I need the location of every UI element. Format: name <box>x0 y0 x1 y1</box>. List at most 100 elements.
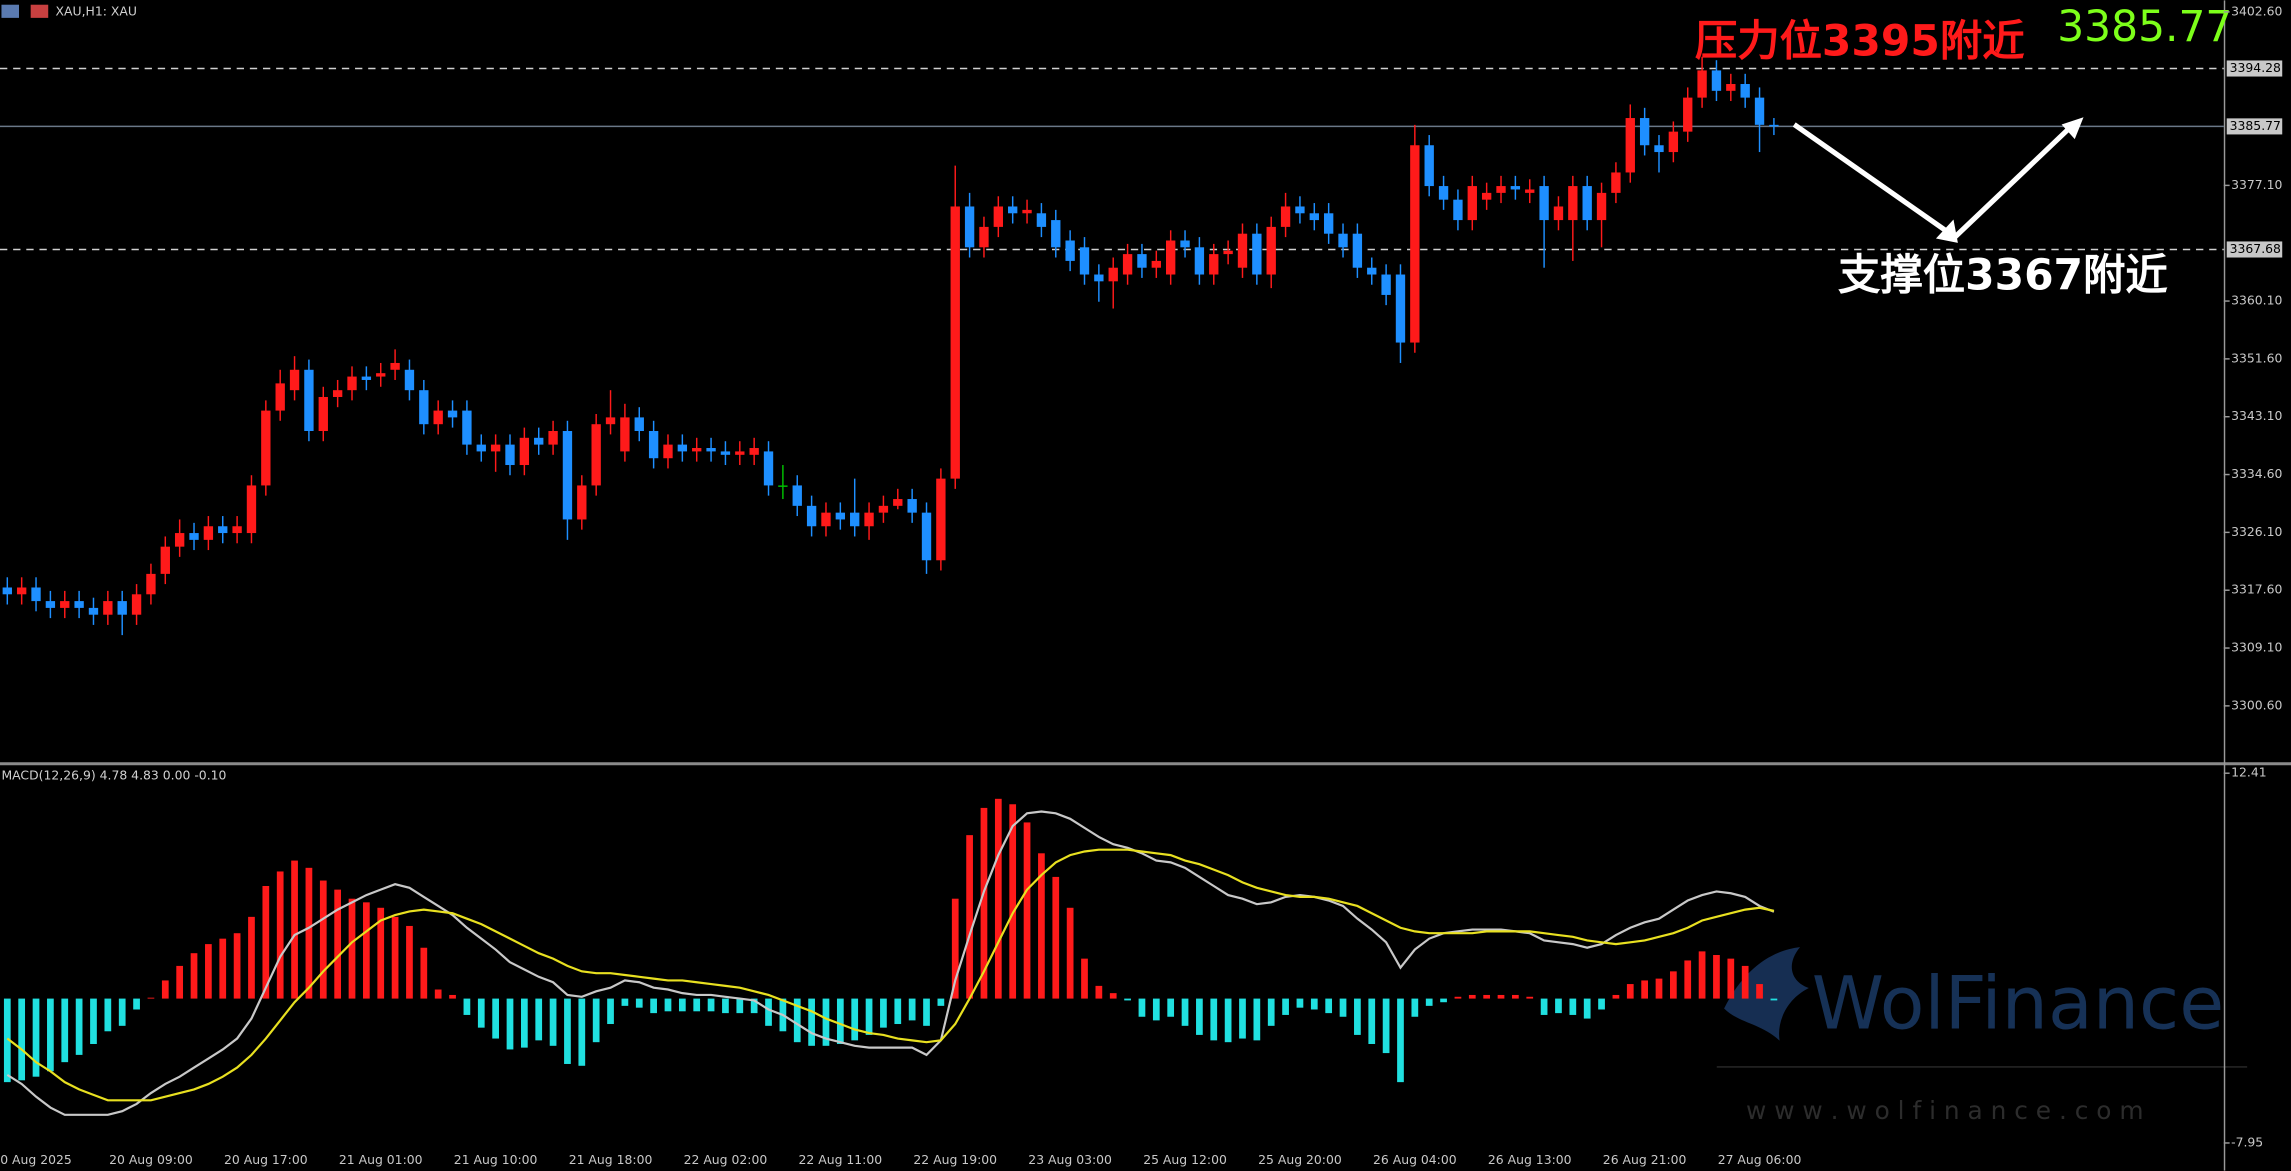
histogram-bar <box>750 998 758 1014</box>
candle-body <box>476 444 486 452</box>
histogram-bar <box>334 889 342 999</box>
histogram-bar <box>276 871 284 999</box>
candle-body <box>332 390 343 397</box>
candle-body <box>1051 220 1061 248</box>
candle-body <box>275 383 285 411</box>
candle-body <box>1266 226 1276 275</box>
chart-title: XAU,H1: XAU <box>56 4 137 19</box>
histogram-bar <box>1770 998 1778 1001</box>
candle-body <box>1625 118 1635 173</box>
histogram-bar <box>1038 853 1045 999</box>
candle-body <box>979 226 989 248</box>
y-tick-label: 3326.10 <box>2231 524 2282 539</box>
y-tick-label: -7.95 <box>2231 1134 2263 1149</box>
candle-body <box>1165 240 1176 275</box>
candle-body <box>1424 145 1434 187</box>
x-tick-label: 22 Aug 11:00 <box>799 1152 883 1167</box>
candle-body <box>447 410 458 418</box>
histogram-bar <box>1354 998 1361 1035</box>
histogram-bar <box>1023 822 1031 999</box>
candle-body <box>419 390 429 425</box>
y-tick-label: 3334.60 <box>2231 466 2282 481</box>
histogram-bar <box>1052 876 1060 999</box>
candle-body <box>88 607 99 615</box>
resistance-note: 压力位3395附近 <box>1695 17 2025 66</box>
candle-body <box>1036 213 1047 227</box>
candle-body <box>1568 186 1578 221</box>
histogram-bar <box>1727 958 1735 999</box>
histogram-bar <box>161 980 169 999</box>
histogram-bar <box>377 907 385 999</box>
candle-body <box>1209 254 1219 275</box>
candle-body <box>203 526 214 540</box>
histogram-bar <box>520 998 528 1048</box>
histogram-bar <box>1512 994 1519 999</box>
histogram-bar <box>607 998 614 1025</box>
histogram-bar <box>1756 984 1763 999</box>
histogram-bar <box>851 998 859 1041</box>
candle-body <box>1726 84 1736 91</box>
candle-body <box>131 594 142 615</box>
x-tick-label: 25 Aug 20:00 <box>1258 1152 1342 1167</box>
histogram-bar <box>1224 998 1232 1043</box>
candle-body <box>31 587 41 602</box>
candle-body <box>1510 186 1521 190</box>
y-tick-label: 3351.60 <box>2231 350 2282 365</box>
indicator-line <box>6 848 1775 1102</box>
histogram-bar <box>621 998 629 1006</box>
y-tick-label: 3309.10 <box>2231 640 2282 655</box>
candle-body <box>1352 233 1363 268</box>
x-tick-label: 22 Aug 19:00 <box>913 1152 997 1167</box>
histogram-bar <box>722 998 729 1014</box>
histogram-bar <box>1095 985 1103 999</box>
candle-body <box>160 546 170 574</box>
histogram-bar <box>104 998 112 1032</box>
candle-body <box>534 437 544 445</box>
indicator-line <box>6 810 1775 1116</box>
candle-body <box>462 410 472 445</box>
candle-body <box>562 431 573 520</box>
histogram-bar <box>923 998 930 1026</box>
candle-body <box>620 417 630 452</box>
histogram-bar <box>1253 998 1261 1041</box>
candle-body <box>261 410 271 486</box>
candle-body <box>1582 186 1592 221</box>
x-tick-label: 26 Aug 04:00 <box>1373 1152 1457 1167</box>
histogram-bar <box>765 998 772 1026</box>
histogram-bar <box>219 938 227 999</box>
histogram-bar <box>793 998 801 1043</box>
price-note: 3385.77 <box>2057 2 2232 51</box>
histogram-bar <box>1124 998 1131 1001</box>
price-level-box <box>2226 60 2283 77</box>
candle-body <box>1496 186 1506 193</box>
histogram-bar <box>880 998 887 1028</box>
window-icon <box>1 4 19 18</box>
forecast-arrow <box>1792 117 2084 243</box>
histogram-bar <box>1210 998 1218 1041</box>
candle-body <box>1711 70 1722 91</box>
price-level-label: 3385.77 <box>2230 118 2281 133</box>
candle-body <box>1079 247 1090 275</box>
histogram-bar <box>564 998 571 1064</box>
candle-body <box>648 431 659 459</box>
candle-body <box>404 369 415 391</box>
histogram-bar <box>1454 996 1462 999</box>
arrow-head <box>1935 219 1958 243</box>
candle-body <box>376 373 386 377</box>
candle-body <box>1683 97 1693 132</box>
histogram-bar <box>592 998 600 1043</box>
histogram-bar <box>291 860 298 999</box>
histogram-bar <box>1382 998 1390 1054</box>
candle-body <box>1668 131 1679 153</box>
histogram-bar <box>894 998 902 1025</box>
candle-body <box>1252 233 1262 275</box>
histogram-bar <box>822 998 830 1046</box>
candle-body <box>1539 186 1549 221</box>
candle-body <box>2 587 12 595</box>
x-tick-label: 27 Aug 06:00 <box>1718 1152 1802 1167</box>
candle-body <box>189 533 199 540</box>
candle-body <box>45 601 56 608</box>
histogram-bar <box>678 998 686 1012</box>
candle-body <box>706 448 716 452</box>
candle-body <box>821 512 831 527</box>
